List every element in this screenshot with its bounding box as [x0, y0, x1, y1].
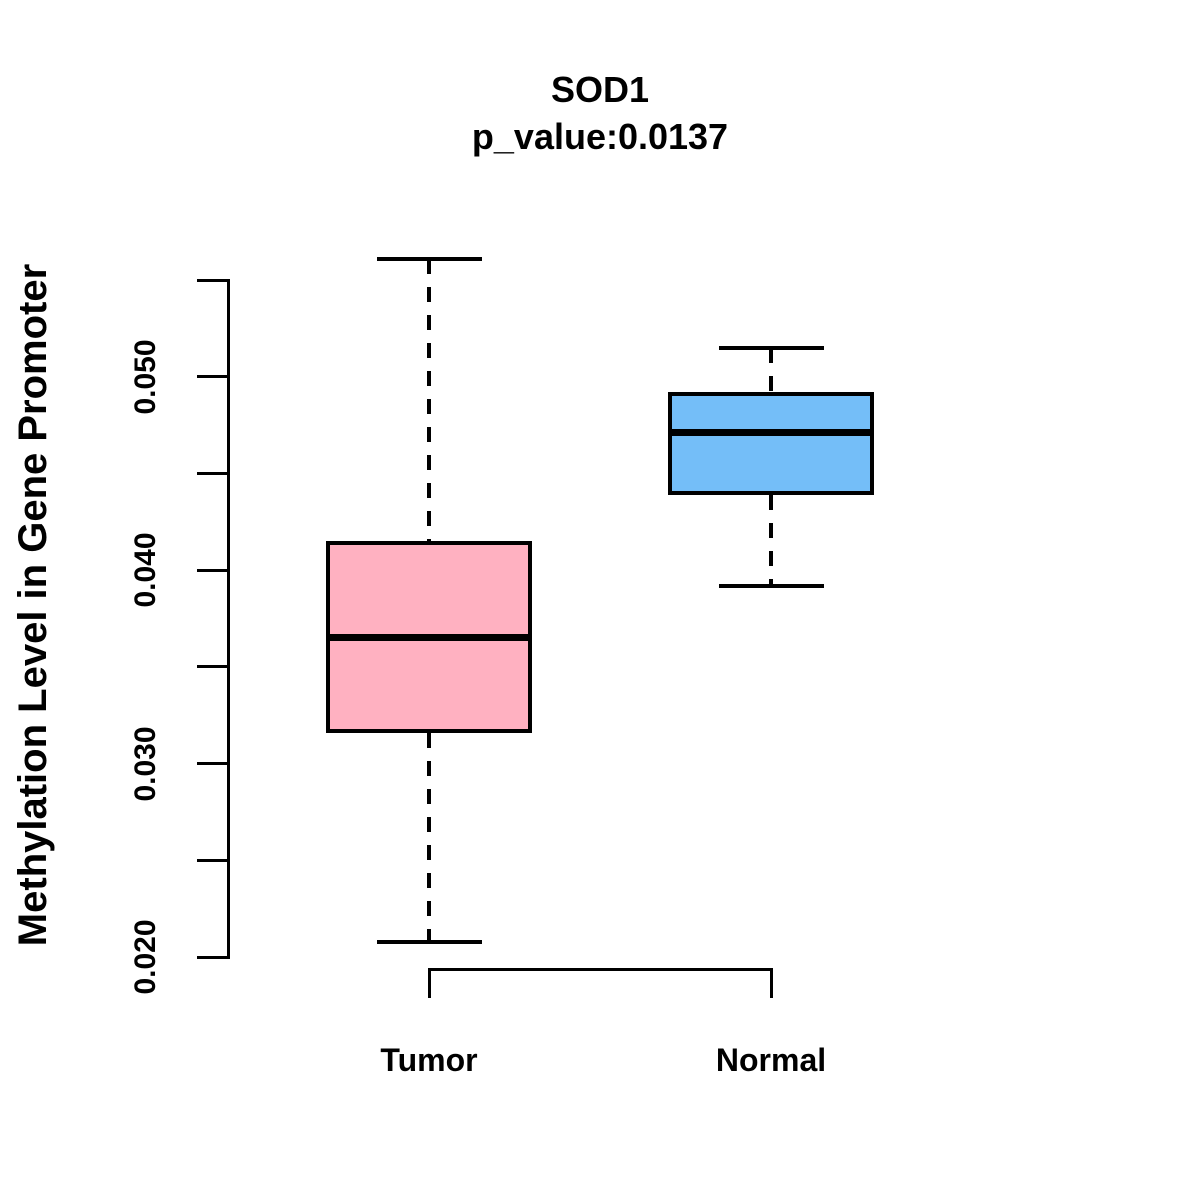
- upper-whisker-cap: [376, 256, 482, 261]
- y-axis-tick: [197, 568, 227, 572]
- upper-whisker: [769, 347, 773, 393]
- lower-whisker-cap: [376, 939, 482, 944]
- y-axis-tick-label: 0.040: [129, 532, 162, 608]
- box-normal: [668, 392, 874, 495]
- y-axis-line: [227, 278, 230, 959]
- y-axis-tick-label: 0.030: [129, 726, 162, 802]
- upper-whisker-cap: [718, 345, 824, 350]
- x-axis-category-label: Normal: [715, 1042, 827, 1078]
- upper-whisker: [427, 258, 431, 542]
- lower-whisker: [427, 732, 431, 942]
- y-axis-tick: [197, 665, 227, 669]
- lower-whisker: [769, 494, 773, 586]
- y-axis-tick: [197, 858, 227, 862]
- median-line: [668, 429, 874, 437]
- y-axis-tick: [197, 375, 227, 379]
- x-axis-tick: [427, 967, 431, 998]
- x-axis-tick: [769, 967, 773, 998]
- median-line: [326, 634, 532, 642]
- y-axis-tick: [197, 955, 227, 959]
- y-axis-tick-label: 0.020: [129, 919, 162, 995]
- chart-title: SOD1: [550, 69, 650, 110]
- y-axis-tick: [197, 471, 227, 475]
- y-axis-tick: [197, 278, 227, 282]
- y-axis-tick-label: 0.050: [129, 339, 162, 415]
- x-axis-category-label: Tumor: [380, 1042, 478, 1078]
- y-axis-tick: [197, 762, 227, 766]
- lower-whisker-cap: [718, 583, 824, 588]
- chart-subtitle: p_value:0.0137: [471, 116, 729, 157]
- x-axis-line: [429, 967, 771, 971]
